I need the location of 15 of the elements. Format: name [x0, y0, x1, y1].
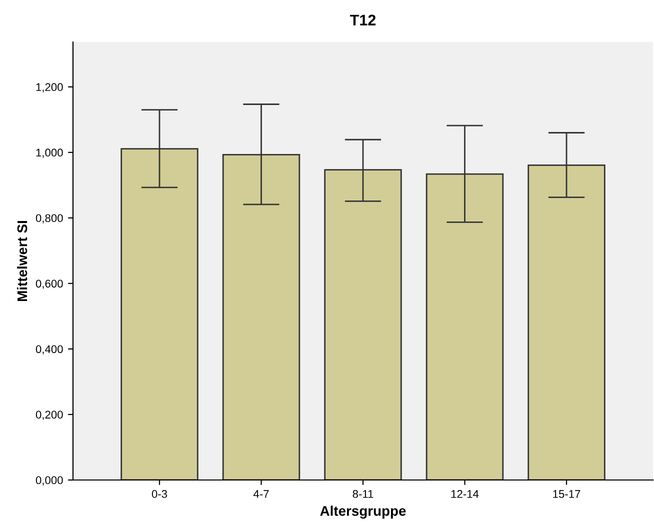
y-tick-label: 0,800	[36, 214, 63, 224]
x-tick-label: 0-3	[152, 490, 168, 498]
x-axis-title: Altersgruppe	[320, 506, 406, 519]
x-tick-label: 8-11	[352, 490, 374, 498]
y-tick-label: 0,200	[36, 410, 63, 420]
x-tick-label: 15-17	[553, 490, 580, 498]
y-tick-label: 1,200	[36, 83, 63, 92]
y-tick-label: 1,000	[36, 148, 63, 158]
chart-title: T12	[350, 14, 376, 26]
y-axis-title: Mittelwert SI	[16, 221, 28, 301]
y-tick-label: 0,600	[36, 280, 63, 289]
y-tick-label: 0,400	[36, 345, 63, 354]
x-tick-label: 4-7	[253, 490, 269, 498]
y-tick-label: 0,000	[36, 476, 63, 486]
x-tick-label: 12-14	[451, 490, 479, 498]
